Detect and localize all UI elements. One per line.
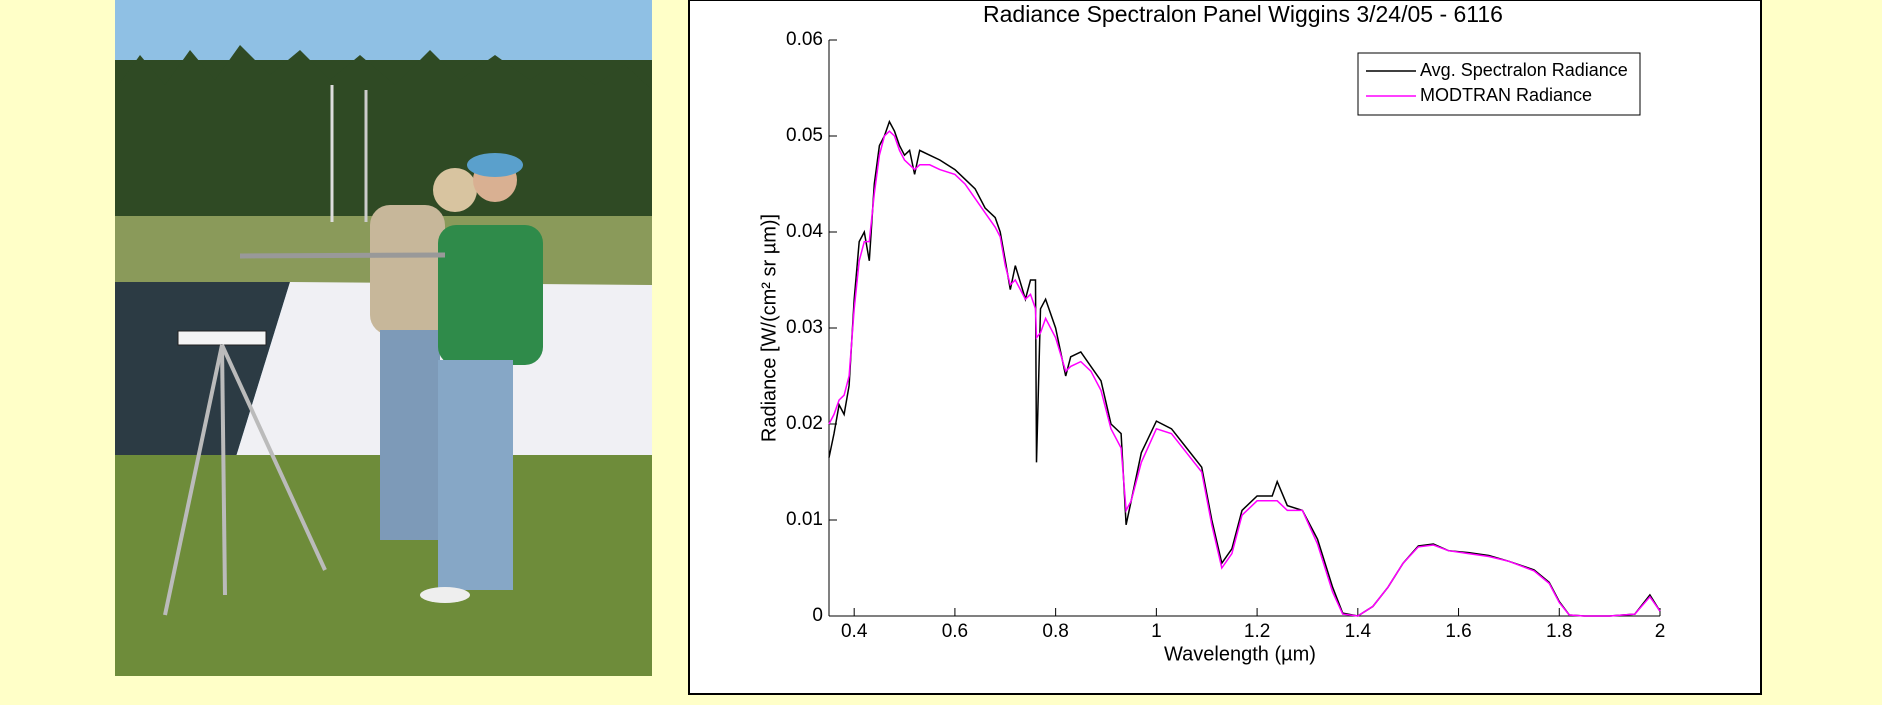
chart-panel	[688, 0, 1762, 695]
y-axis-label: Radiance [W/(cm² sr µm)]	[758, 214, 780, 442]
y-tick-label: 0.06	[786, 29, 823, 50]
x-tick-label: 1.2	[1244, 621, 1270, 642]
legend-box	[1357, 52, 1641, 116]
legend-label: MODTRAN Radiance	[1420, 85, 1592, 105]
y-tick-label: 0.03	[786, 317, 823, 338]
x-axis-label: Wavelength (µm)	[1164, 643, 1316, 665]
y-tick-label: 0.04	[786, 221, 823, 242]
x-tick-label: 1.8	[1546, 621, 1572, 642]
field-photo	[115, 0, 652, 676]
series-line	[828, 130, 1661, 617]
legend-label: Avg. Spectralon Radiance	[1420, 60, 1628, 80]
series-line	[828, 119, 1661, 617]
y-tick-label: 0.01	[786, 509, 823, 530]
x-tick-label: 2	[1655, 621, 1666, 642]
x-tick-label: 1	[1151, 621, 1162, 642]
chart-title: Radiance Spectralon Panel Wiggins 3/24/0…	[983, 1, 1503, 27]
x-tick-label: 1.4	[1345, 621, 1372, 642]
y-tick-label: 0	[812, 605, 823, 626]
x-tick-label: 0.8	[1042, 621, 1068, 642]
y-tick-label: 0.02	[786, 413, 823, 434]
x-tick-label: 0.6	[942, 621, 968, 642]
x-tick-label: 1.6	[1445, 621, 1471, 642]
x-tick-label: 0.4	[841, 621, 868, 642]
y-tick-label: 0.05	[786, 125, 823, 146]
